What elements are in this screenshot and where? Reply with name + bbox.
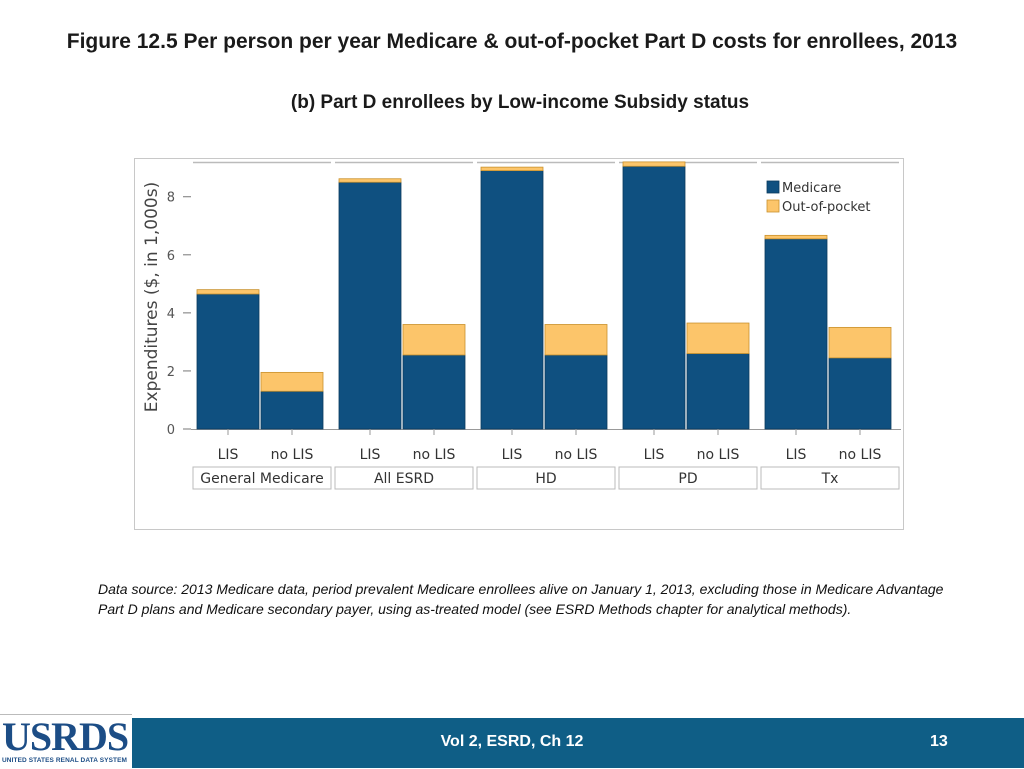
legend-swatch-medicare — [766, 180, 780, 194]
legend-swatch-out-of-pocket — [766, 199, 780, 213]
y-tick-label: 8 — [167, 191, 175, 206]
x-subcategory-label: LIS — [786, 447, 807, 463]
group-label-box — [618, 466, 758, 490]
logo-text: USRDS — [2, 714, 129, 759]
x-group-label: All ESRD — [374, 471, 434, 487]
x-group-label: General Medicare — [200, 471, 323, 487]
y-axis-label: Expenditures ($, in 1,000s) — [142, 182, 162, 412]
bar-out-of-pocket — [480, 166, 544, 172]
bar-medicare — [544, 354, 608, 430]
footer-label: Vol 2, ESRD, Ch 12 — [440, 733, 584, 750]
group-label-box — [334, 466, 474, 490]
x-subcategory-label: LIS — [502, 447, 523, 463]
page-number: 13 — [930, 733, 948, 750]
logo-subtext: UNITED STATES RENAL DATA SYSTEM — [2, 757, 128, 764]
usrds-logo: USRDS UNITED STATES RENAL DATA SYSTEM — [0, 714, 132, 769]
x-subcategory-label: no LIS — [697, 447, 740, 463]
group-label-box — [760, 466, 900, 490]
bar-out-of-pocket — [828, 326, 892, 359]
x-subcategory-label: LIS — [644, 447, 665, 463]
bar-medicare — [622, 165, 686, 430]
bar-out-of-pocket — [196, 289, 260, 295]
y-tick-label: 4 — [167, 307, 175, 322]
x-group-label: HD — [535, 471, 556, 487]
bar-medicare — [828, 357, 892, 430]
x-subcategory-label: no LIS — [555, 447, 598, 463]
x-subcategory-label: LIS — [218, 447, 239, 463]
x-subcategory-label: no LIS — [839, 447, 882, 463]
stacked-bar-chart: 0 2 4 6 8 Expenditures ($, in 1,000s) LIS no LI… — [142, 161, 901, 490]
bar-medicare — [480, 170, 544, 430]
bar-out-of-pocket — [764, 234, 828, 240]
bar-out-of-pocket — [622, 161, 686, 167]
bar-medicare — [764, 238, 828, 430]
bar-out-of-pocket — [544, 324, 608, 356]
x-subcategory-label: no LIS — [271, 447, 314, 463]
legend-label-medicare: Medicare — [782, 181, 841, 196]
legend-label-out-of-pocket: Out-of-pocket — [782, 200, 871, 215]
chart-subtitle: (b) Part D enrollees by Low-income Subsi… — [290, 92, 750, 113]
bar-out-of-pocket — [260, 371, 324, 392]
bar-medicare — [402, 354, 466, 430]
bar-out-of-pocket — [686, 322, 750, 354]
y-tick-label: 2 — [167, 365, 175, 380]
y-tick-label: 6 — [167, 249, 175, 264]
group-label-box — [192, 466, 332, 490]
x-group-label: Tx — [821, 471, 839, 487]
chart-frame: 0 2 4 6 8 Expenditures ($, in 1,000s) LIS no LI… — [134, 158, 904, 530]
x-group-label: PD — [678, 471, 697, 487]
page-title: Figure 12.5 Per person per year Medicare… — [66, 30, 958, 53]
data-source-note: Data source: 2013 Medicare data, period … — [98, 581, 944, 617]
bar-out-of-pocket — [402, 324, 466, 356]
bar-medicare — [338, 181, 402, 430]
bar-medicare — [196, 293, 260, 430]
bar-medicare — [260, 390, 324, 430]
footer-bar — [0, 718, 1024, 768]
x-subcategory-label: LIS — [360, 447, 381, 463]
group-label-box — [476, 466, 616, 490]
bar-out-of-pocket — [338, 178, 402, 183]
x-subcategory-label: no LIS — [413, 447, 456, 463]
y-tick-label: 0 — [167, 423, 175, 438]
bar-medicare — [686, 353, 750, 430]
